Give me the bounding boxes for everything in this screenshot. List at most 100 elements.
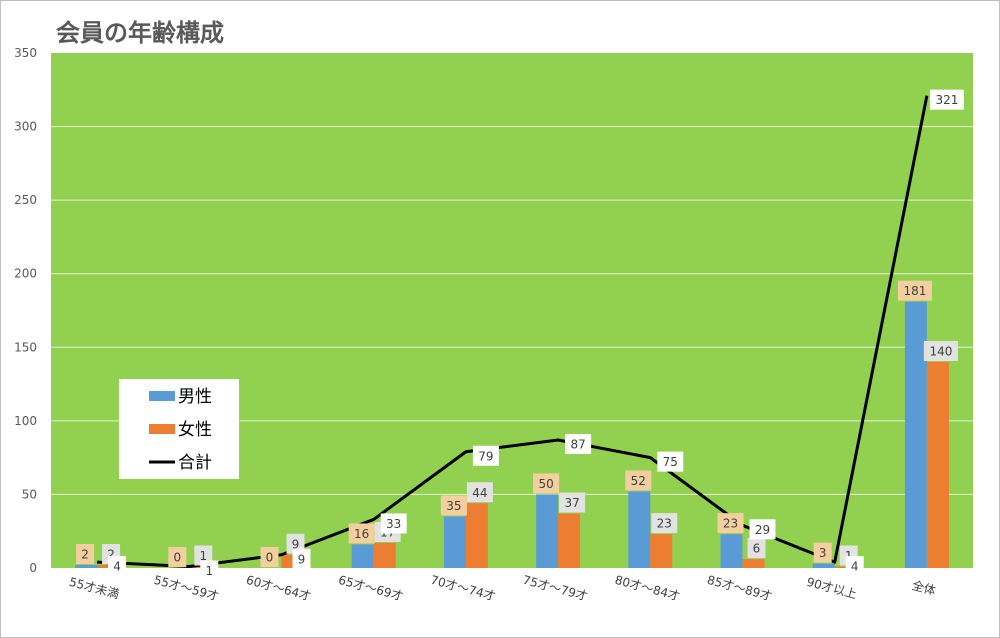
data-label-female: 6 xyxy=(753,542,761,556)
x-axis: 55才未満 55才～59才 60才～64才 65才～69才 70才～74才 75才～79才… xyxy=(68,573,938,604)
bar-male xyxy=(812,563,835,568)
legend-swatch xyxy=(149,391,175,401)
data-label-total: 321 xyxy=(935,93,958,107)
data-label-male-bg xyxy=(76,544,95,565)
legend-label: 女性 xyxy=(178,420,212,440)
y-tick-label: 250 xyxy=(14,193,37,207)
x-tick-label: 全体 xyxy=(911,577,938,598)
legend-label: 合計 xyxy=(178,453,212,473)
x-tick-label: 65才～69才 xyxy=(337,573,405,604)
total-line xyxy=(97,95,929,569)
bar-female xyxy=(465,503,488,568)
data-label-total-bg xyxy=(472,445,499,466)
data-label-female-bg xyxy=(466,482,493,503)
series-line-total xyxy=(97,95,929,569)
data-label-male-bg xyxy=(168,547,187,567)
data-label-male: 181 xyxy=(903,284,926,298)
bar-male xyxy=(628,491,651,568)
data-label-total-bg xyxy=(929,89,964,110)
bar-male xyxy=(351,544,374,568)
data-label-total: 4 xyxy=(851,560,859,574)
bar-male xyxy=(720,534,743,568)
data-label-total: 79 xyxy=(478,449,493,463)
bar-male xyxy=(443,516,466,568)
data-label-male: 2 xyxy=(81,548,89,562)
bar-female xyxy=(742,559,765,568)
x-tick-label: 55才未満 xyxy=(68,575,121,602)
data-label-male-bg xyxy=(717,513,744,534)
chart-title: 会員の年齢構成 xyxy=(56,19,224,47)
data-label-female: 1 xyxy=(199,549,207,563)
data-label-total-bg xyxy=(200,560,219,581)
data-label-male: 52 xyxy=(631,474,646,488)
x-tick-label: 85才～89才 xyxy=(706,573,774,604)
legend-label: 男性 xyxy=(178,387,212,407)
data-label-female-bg xyxy=(651,513,678,534)
x-tick-label: 60才～64才 xyxy=(245,573,313,604)
data-label-male-bg xyxy=(533,473,560,494)
data-label-total-bg xyxy=(845,556,864,577)
data-label-total-bg xyxy=(749,519,776,540)
y-tick-label: 0 xyxy=(29,561,37,575)
x-tick-label: 75才～79才 xyxy=(521,573,589,604)
data-label-male-bg xyxy=(813,542,832,563)
bar-female xyxy=(650,534,673,568)
data-labels: 2201091617354450375223236311811404193379… xyxy=(76,89,964,581)
data-label-total: 75 xyxy=(663,455,678,469)
y-tick-label: 200 xyxy=(14,267,37,281)
data-label-female: 9 xyxy=(292,537,300,551)
data-label-male-bg xyxy=(625,470,652,491)
data-label-male: 35 xyxy=(446,499,461,513)
data-label-total-bg xyxy=(657,451,684,472)
data-label-male: 0 xyxy=(266,551,274,565)
data-label-total: 29 xyxy=(755,523,770,537)
data-label-total: 1 xyxy=(205,564,213,578)
legend-box xyxy=(119,379,239,479)
data-label-male: 0 xyxy=(173,551,181,565)
y-tick-label: 100 xyxy=(14,414,37,428)
data-label-female: 23 xyxy=(657,517,672,531)
data-label-total: 9 xyxy=(298,552,306,566)
data-label-male-bg xyxy=(260,547,279,567)
plot-area xyxy=(51,53,973,568)
data-label-male-bg xyxy=(897,280,932,301)
data-label-female: 140 xyxy=(929,345,952,359)
data-label-male-bg xyxy=(348,523,375,544)
data-label-total: 4 xyxy=(113,560,121,574)
data-label-male: 16 xyxy=(354,527,369,541)
data-label-male: 50 xyxy=(538,477,553,491)
x-tick-label: 70才～74才 xyxy=(429,573,497,604)
bar-male xyxy=(904,301,927,568)
data-label-female: 37 xyxy=(564,496,579,510)
data-label-female-bg xyxy=(923,341,958,361)
bar-female xyxy=(558,513,581,568)
x-tick-label: 90才以上 xyxy=(805,575,858,602)
data-label-total-bg xyxy=(108,556,127,577)
y-tick-label: 350 xyxy=(14,46,37,60)
legend-swatch xyxy=(149,424,175,434)
x-tick-label: 80才～84才 xyxy=(613,573,681,604)
data-label-male: 3 xyxy=(819,546,827,560)
data-label-female-bg xyxy=(747,538,766,559)
y-axis: 0 50 100 150 200 250 300 350 xyxy=(14,46,37,575)
data-label-total: 87 xyxy=(570,437,585,451)
y-tick-label: 150 xyxy=(14,340,37,354)
data-label-male: 23 xyxy=(723,517,738,531)
y-tick-label: 50 xyxy=(22,487,37,501)
data-label-female: 1 xyxy=(845,549,853,563)
data-label-total-bg xyxy=(380,513,407,534)
data-label-total-bg xyxy=(565,433,592,454)
bar-male xyxy=(536,494,559,568)
data-label-female: 44 xyxy=(472,486,487,500)
data-label-total: 33 xyxy=(386,517,401,531)
bar-female xyxy=(373,542,396,568)
data-label-female: 2 xyxy=(107,548,115,562)
bar-female xyxy=(926,362,949,568)
y-tick-label: 300 xyxy=(14,120,37,134)
bars xyxy=(75,301,949,568)
data-label-total-bg xyxy=(292,548,311,569)
data-label-male-bg xyxy=(440,495,467,516)
